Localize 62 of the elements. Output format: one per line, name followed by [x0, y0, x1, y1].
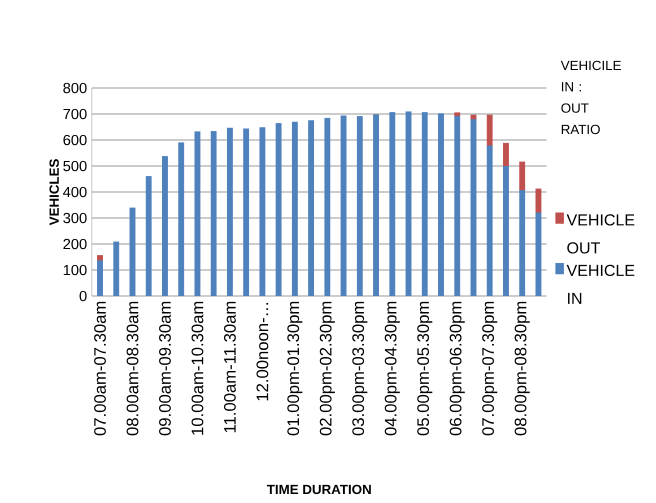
bar [356, 116, 363, 296]
bar [389, 112, 396, 296]
bar [130, 208, 136, 296]
y-tick-label: 800 [63, 82, 87, 94]
x-tick-label: 06.00pm-06.30pm [450, 302, 465, 436]
bar [210, 131, 217, 296]
bar [292, 122, 298, 296]
bar [226, 128, 233, 296]
x-tick-label: 01.00pm-01.30pm [287, 302, 302, 436]
bar [486, 146, 493, 296]
bar [454, 116, 460, 296]
y-tick-label: 300 [63, 212, 87, 224]
x-axis-title: TIME DURATION [266, 484, 371, 494]
legend-label: VEHICLE OUT [566, 214, 634, 254]
x-tick-label: 05.00pm-05.30pm [417, 302, 432, 436]
x-tick-label: 03.00pm-03.30pm [352, 302, 368, 436]
bar [97, 255, 103, 262]
bar [470, 114, 476, 120]
bar [308, 120, 314, 296]
y-axis-title: VEHICLES [49, 159, 59, 226]
bar [519, 190, 526, 296]
y-tick-label: 200 [63, 238, 87, 250]
x-tick-label: 08.00pm-08.30pm [514, 302, 530, 436]
bar [373, 114, 379, 296]
bar [162, 156, 168, 296]
bar [470, 119, 476, 296]
y-tick-label: 100 [64, 264, 87, 276]
bar [243, 128, 250, 296]
bar [146, 176, 152, 296]
x-tick-label: 11.00am-11.30am [224, 302, 236, 432]
bar [519, 162, 526, 191]
y-tick-label: 400 [63, 186, 87, 198]
bar [406, 112, 412, 296]
x-tick-label: 09.00am-09.30am [159, 302, 171, 436]
bar [259, 127, 266, 296]
x-tick-label: 07.00am-07.30am [94, 302, 106, 436]
bar [486, 114, 493, 146]
x-tick-label: 02.00pm-02.30pm [320, 302, 335, 436]
x-tick-label: 04.00pm-04.30pm [384, 302, 400, 436]
y-tick-label: 600 [63, 134, 87, 146]
bar [324, 118, 330, 296]
bar [178, 142, 184, 296]
bar [503, 143, 509, 167]
y-tick-label: 0 [80, 290, 87, 302]
bar [340, 116, 347, 296]
bar [503, 166, 509, 296]
bar [535, 212, 542, 296]
bar [535, 188, 542, 214]
x-tick-label: 10.00am-10.30am [192, 302, 204, 435]
bar [97, 260, 103, 296]
legend-title: VEHICILE IN : OUT RATIO [560, 60, 621, 134]
bar [438, 113, 444, 296]
x-tick-label: 07.00pm-07.30pm [482, 302, 498, 436]
y-tick-label: 700 [63, 108, 87, 120]
bar [194, 132, 200, 296]
legend-label: VEHICLE IN [566, 264, 634, 304]
bar [422, 112, 428, 296]
bar [113, 242, 120, 296]
x-tick-label: 08.00am-08.30am [126, 302, 138, 436]
x-tick-label: 12.00noon-… [256, 303, 268, 401]
bar [276, 123, 282, 296]
y-tick-label: 500 [63, 160, 87, 172]
